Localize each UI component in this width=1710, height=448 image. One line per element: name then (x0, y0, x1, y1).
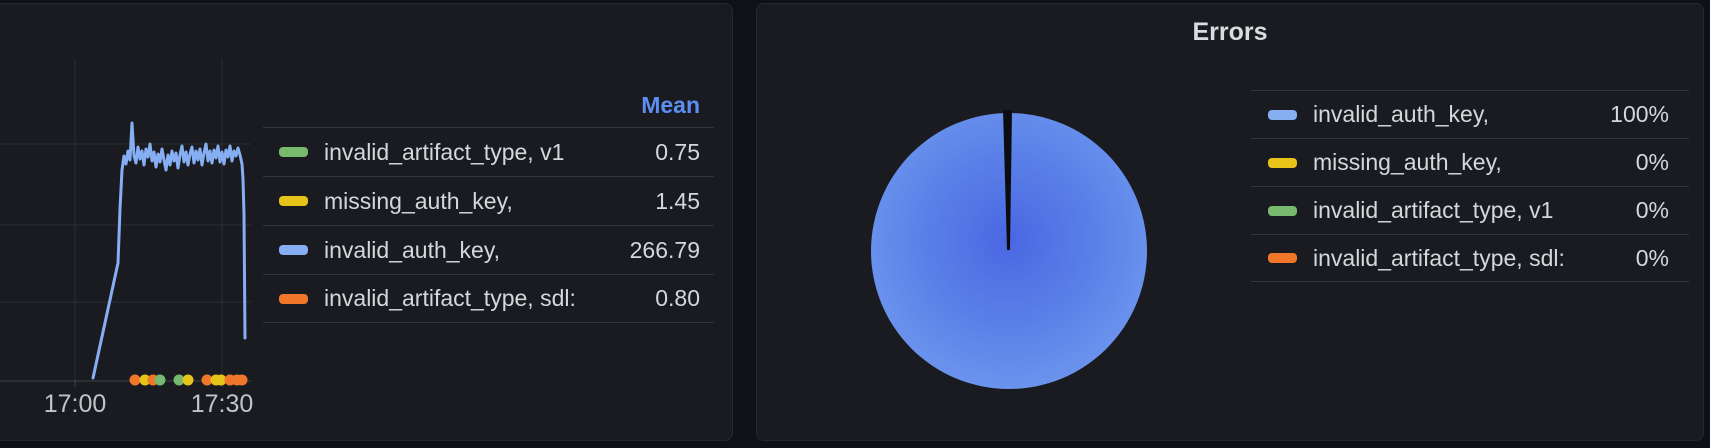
x-axis-tick-label: 17:30 (191, 390, 254, 418)
timeseries-legend: Mean invalid_artifact_type, v1 0.75 missin… (263, 84, 714, 323)
vertical-gridlines (74, 59, 223, 381)
pie-legend-rows: invalid_auth_key, 100% missing_auth_key, 0%… (1251, 90, 1689, 282)
legend-row[interactable]: missing_auth_key, 0% (1251, 138, 1689, 186)
series-label[interactable]: missing_auth_key, (1313, 149, 1502, 175)
series-point-marker[interactable] (215, 374, 227, 386)
series-label[interactable]: invalid_artifact_type, sdl: (1313, 244, 1565, 271)
legend-row[interactable]: invalid_artifact_type, sdl: 0% (1251, 234, 1689, 282)
series-color-swatch[interactable] (279, 293, 308, 304)
series-color-swatch[interactable] (1268, 205, 1297, 216)
series-point-marker[interactable] (154, 374, 166, 386)
series-color-swatch[interactable] (279, 147, 308, 157)
legend-row[interactable]: invalid_artifact_type, sdl: 0.80 (263, 274, 714, 323)
legend-row[interactable]: invalid_artifact_type, v1 0% (1251, 186, 1689, 234)
horizontal-gridlines (0, 143, 251, 303)
legend-row[interactable]: missing_auth_key, 1.45 (263, 176, 714, 225)
series-mean-value: 0.80 (655, 285, 700, 311)
series-mean-value: 266.79 (629, 236, 700, 263)
series-line-invalid-auth-key[interactable] (91, 121, 247, 380)
series-label[interactable]: invalid_artifact_type, sdl: (324, 285, 576, 311)
legend-row[interactable]: invalid_auth_key, 100% (1251, 90, 1689, 138)
series-point-marker[interactable] (182, 374, 194, 386)
series-percent-value: 0% (1635, 197, 1669, 223)
panel-title[interactable]: Errors (1192, 18, 1268, 46)
series-point-marker[interactable] (173, 374, 185, 386)
series-percent-value: 0% (1635, 149, 1669, 175)
legend-row[interactable]: invalid_artifact_type, v1 0.75 (263, 127, 714, 176)
pie-chart[interactable] (871, 113, 1147, 389)
x-axis-tick-label: 17:00 (44, 390, 107, 418)
series-label[interactable]: invalid_auth_key, (1313, 101, 1490, 127)
series-label[interactable]: invalid_artifact_type, v1 (324, 138, 565, 165)
series-color-swatch[interactable] (1268, 109, 1297, 120)
series-color-swatch[interactable] (1268, 157, 1297, 168)
series-point-marker[interactable] (139, 374, 151, 386)
timeseries-panel: 17:00 17:30 Mean invalid_artifact_type, … (0, 3, 733, 441)
series-color-swatch[interactable] (279, 196, 308, 206)
zero-value-point-markers[interactable] (129, 374, 248, 386)
series-color-swatch[interactable] (1268, 253, 1297, 263)
legend-mean-column-header[interactable]: Mean (641, 92, 700, 118)
series-percent-value: 0% (1635, 244, 1669, 271)
pie-panel: Errors invalid_auth_key, 100% missing_auth… (756, 3, 1704, 441)
series-label[interactable]: invalid_artifact_type, v1 (1313, 197, 1554, 223)
series-point-marker[interactable] (201, 374, 213, 386)
series-label[interactable]: invalid_auth_key, (324, 236, 501, 263)
series-color-swatch[interactable] (279, 245, 308, 255)
legend-row[interactable]: invalid_auth_key, 266.79 (263, 225, 714, 274)
pie-legend: invalid_auth_key, 100% missing_auth_key, 0%… (1251, 90, 1689, 282)
series-mean-value: 0.75 (655, 138, 700, 165)
series-point-marker[interactable] (236, 374, 248, 386)
timeseries-legend-rows: invalid_artifact_type, v1 0.75 missing_aut… (263, 127, 714, 323)
series-point-marker[interactable] (129, 374, 141, 386)
series-label[interactable]: missing_auth_key, (324, 187, 513, 214)
series-mean-value: 1.45 (655, 187, 700, 214)
series-percent-value: 100% (1610, 101, 1669, 127)
timeseries-chart[interactable]: 17:00 17:30 (0, 4, 734, 442)
